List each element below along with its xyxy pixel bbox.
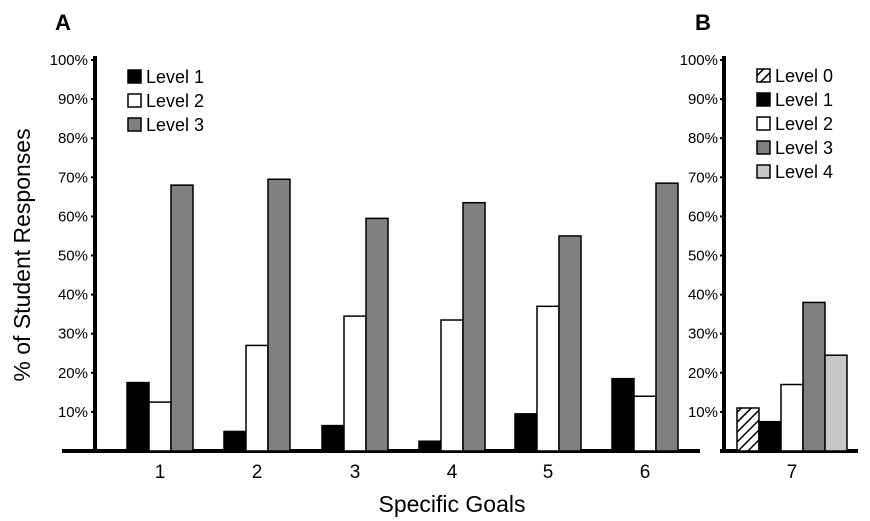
x-axis-title: Specific Goals bbox=[378, 491, 525, 517]
bar-level-1-goal-6 bbox=[611, 377, 635, 452]
legend-swatch-level-1 bbox=[127, 69, 142, 84]
x-tick-label: 5 bbox=[543, 462, 554, 483]
bar-level-1-goal-5 bbox=[514, 413, 538, 452]
bar-level-3-goal-7 bbox=[802, 301, 826, 452]
panel-label-b: B bbox=[695, 10, 711, 35]
y-tick-label: 100% bbox=[680, 52, 718, 69]
bar-level-2-goal-3 bbox=[343, 315, 367, 452]
legend-label-level-3: Level 3 bbox=[146, 115, 204, 135]
y-tick-label: 40% bbox=[688, 287, 718, 304]
y-tick-label: 30% bbox=[58, 326, 88, 343]
bar-level-2-goal-7 bbox=[780, 383, 804, 452]
y-tick-label: 90% bbox=[688, 91, 718, 108]
bar-level-2-goal-4 bbox=[440, 319, 464, 452]
legend-label-level-2: Level 2 bbox=[146, 91, 204, 111]
bar-level-1-goal-1 bbox=[126, 381, 150, 452]
y-tick-label: 100% bbox=[50, 52, 88, 69]
bar-level-3-goal-4 bbox=[462, 201, 486, 452]
y-tick-label: 80% bbox=[688, 130, 718, 147]
x-tick-label: 3 bbox=[350, 462, 361, 483]
y-tick-label: 10% bbox=[688, 404, 718, 421]
bar-level-3-goal-3 bbox=[365, 217, 389, 452]
bar-level-3-goal-5 bbox=[558, 235, 582, 452]
x-tick-label: 7 bbox=[787, 462, 798, 483]
legend-swatch-level-0 bbox=[756, 68, 771, 83]
legend-label-level-1: Level 1 bbox=[775, 90, 833, 110]
x-tick-label: 6 bbox=[640, 462, 651, 483]
y-tick-label: 60% bbox=[58, 208, 88, 225]
y-tick-label: 50% bbox=[58, 248, 88, 265]
bar-level-1-goal-3 bbox=[321, 424, 345, 452]
bar-level-0-goal-7 bbox=[736, 407, 760, 452]
y-tick-label: 20% bbox=[688, 365, 718, 382]
legend-label-level-3: Level 3 bbox=[775, 138, 833, 158]
x-tick-label: 1 bbox=[155, 462, 166, 483]
x-tick-label: 2 bbox=[252, 462, 263, 483]
bar-level-2-goal-1 bbox=[148, 401, 172, 452]
legend-swatch-level-2 bbox=[127, 93, 142, 108]
legend-swatch-level-2 bbox=[756, 116, 771, 131]
legend-label-level-0: Level 0 bbox=[775, 66, 833, 86]
panel-label-a: A bbox=[55, 10, 71, 35]
panel-a: 10% 20% 30% 40% 50% 60% 70% 80% 90% 100% 1 2 3 4 5 6 Lev… bbox=[50, 52, 700, 483]
y-tick-label: 50% bbox=[688, 248, 718, 265]
bar-level-2-goal-6 bbox=[633, 395, 657, 452]
bar-level-1-goal-4 bbox=[418, 440, 442, 452]
y-tick-label: 80% bbox=[58, 130, 88, 147]
bar-level-2-goal-5 bbox=[536, 305, 560, 452]
bar-level-3-goal-2 bbox=[267, 178, 291, 452]
bar-level-3-goal-1 bbox=[170, 184, 194, 452]
y-tick-label: 40% bbox=[58, 287, 88, 304]
bar-level-1-goal-7 bbox=[758, 420, 782, 452]
legend-swatch-level-3 bbox=[127, 117, 142, 132]
bar-level-1-goal-2 bbox=[223, 430, 247, 452]
bar-level-3-goal-6 bbox=[655, 182, 679, 452]
y-tick-label: 70% bbox=[688, 169, 718, 186]
x-tick-label: 4 bbox=[447, 462, 458, 483]
y-tick-label: 10% bbox=[58, 404, 88, 421]
legend-label-level-1: Level 1 bbox=[146, 67, 204, 87]
legend-swatch-level-4 bbox=[756, 164, 771, 179]
legend-swatch-level-3 bbox=[756, 140, 771, 155]
y-tick-label: 20% bbox=[58, 365, 88, 382]
y-axis-title: % of Student Responses bbox=[9, 128, 35, 381]
y-tick-label: 70% bbox=[58, 169, 88, 186]
legend-label-level-2: Level 2 bbox=[775, 114, 833, 134]
panel-b: 10% 20% 30% 40% 50% 60% 70% 80% 90% 100% 7 Level 0 L… bbox=[680, 52, 858, 483]
y-tick-label: 90% bbox=[58, 91, 88, 108]
legend-swatch-level-1 bbox=[756, 92, 771, 107]
y-tick-label: 30% bbox=[688, 326, 718, 343]
y-tick-label: 60% bbox=[688, 208, 718, 225]
bar-level-2-goal-2 bbox=[245, 344, 269, 452]
bar-level-4-goal-7 bbox=[824, 354, 848, 452]
legend-label-level-4: Level 4 bbox=[775, 162, 833, 182]
